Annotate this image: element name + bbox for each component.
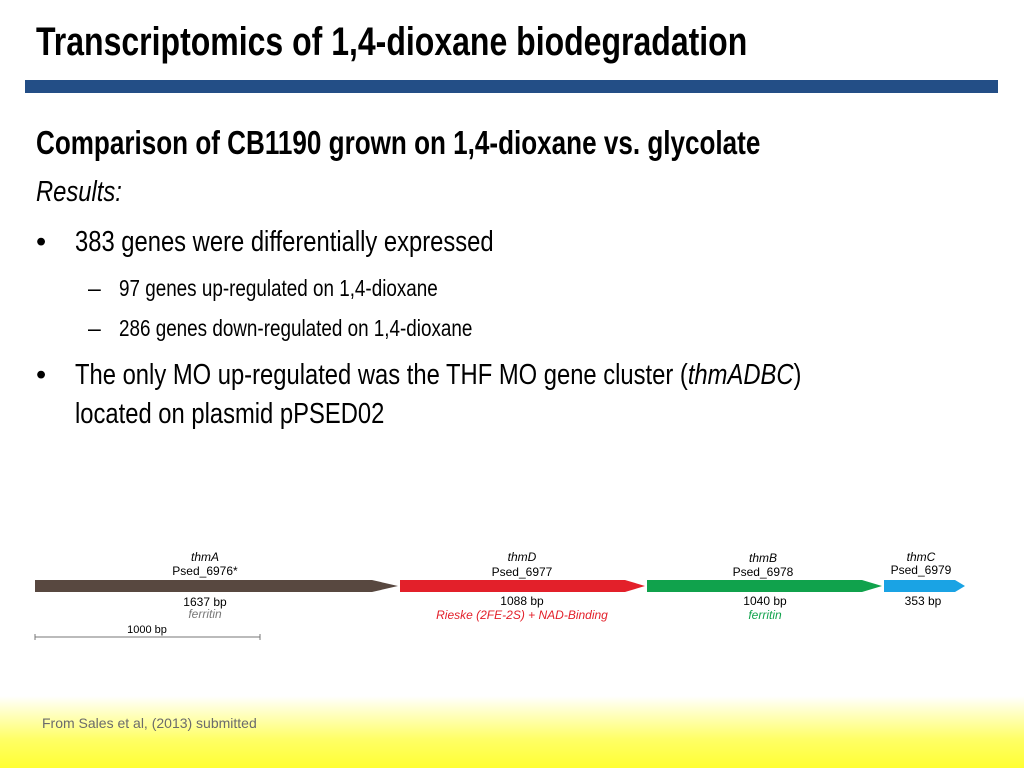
bullet-marker: • [36, 226, 47, 258]
gene-function: ferritin [748, 608, 782, 622]
gene-id: Psed_6976* [172, 564, 238, 578]
scale-label: 1000 bp [127, 624, 167, 636]
gene-size: 1088 bp [500, 594, 544, 608]
gene-id: Psed_6977 [492, 565, 553, 579]
results-text: Results: [36, 176, 122, 208]
citation: From Sales et al, (2013) submitted [42, 715, 257, 731]
gene-size: 1040 bp [743, 594, 787, 608]
subtitle: Comparison of CB1190 grown on 1,4-dioxan… [36, 124, 953, 162]
title-text: Transcriptomics of 1,4-dioxane biodegrad… [36, 20, 748, 64]
sub-bullet: 286 genes down-regulated on 1,4-dioxane [119, 315, 550, 342]
gene-id: Psed_6979 [891, 563, 952, 577]
bullet-continuation: located on plasmid pPSED02 [75, 398, 452, 431]
sub-bullet-marker: – [88, 275, 101, 301]
bullet-text: The only MO up-regulated was the THF MO … [75, 359, 801, 392]
sub-bullet-text: 97 genes up-regulated on 1,4-dioxane [119, 275, 438, 301]
bullet: 383 genes were differentially expressed [75, 226, 586, 259]
text-run: The only MO up-regulated was the THF MO … [75, 359, 688, 391]
sub-bullet: 97 genes up-regulated on 1,4-dioxane [119, 275, 508, 302]
gene-name: thmC [907, 550, 936, 564]
bullet: The only MO up-regulated was the THF MO … [75, 359, 961, 392]
gene-arrow [400, 580, 645, 592]
gene-arrow [647, 580, 882, 592]
gene-name: thmD [508, 550, 537, 564]
sub-bullet-marker: – [88, 315, 101, 341]
gene-size: 1637 bp [183, 595, 227, 609]
gene-name: thmA [191, 550, 219, 564]
footer-band [0, 696, 1024, 768]
gene-name: thmB [749, 551, 777, 565]
text-run: ) [793, 359, 802, 391]
gene-map: thmA Psed_6976* 1637 bp ferritin thmD Ps… [34, 550, 965, 640]
gene-function: ferritin [188, 607, 222, 621]
gene-arrow [35, 580, 398, 592]
gene-function: Rieske (2FE-2S) + NAD-Binding [436, 608, 608, 622]
subtitle-text: Comparison of CB1190 grown on 1,4-dioxan… [36, 124, 761, 161]
title-rule [25, 80, 998, 93]
slide-title: Transcriptomics of 1,4-dioxane biodegrad… [36, 20, 925, 65]
gene-id: Psed_6978 [733, 565, 794, 579]
gene-cluster: thmADBC [687, 359, 794, 391]
gene-size: 353 bp [905, 594, 942, 608]
bullet-text: located on plasmid pPSED02 [75, 398, 385, 430]
bullet-text: 383 genes were differentially expressed [75, 226, 494, 258]
sub-bullet-text: 286 genes down-regulated on 1,4-dioxane [119, 315, 473, 341]
bullet-marker: • [36, 359, 47, 391]
gene-arrow [884, 580, 965, 592]
results-label: Results: [36, 176, 141, 209]
